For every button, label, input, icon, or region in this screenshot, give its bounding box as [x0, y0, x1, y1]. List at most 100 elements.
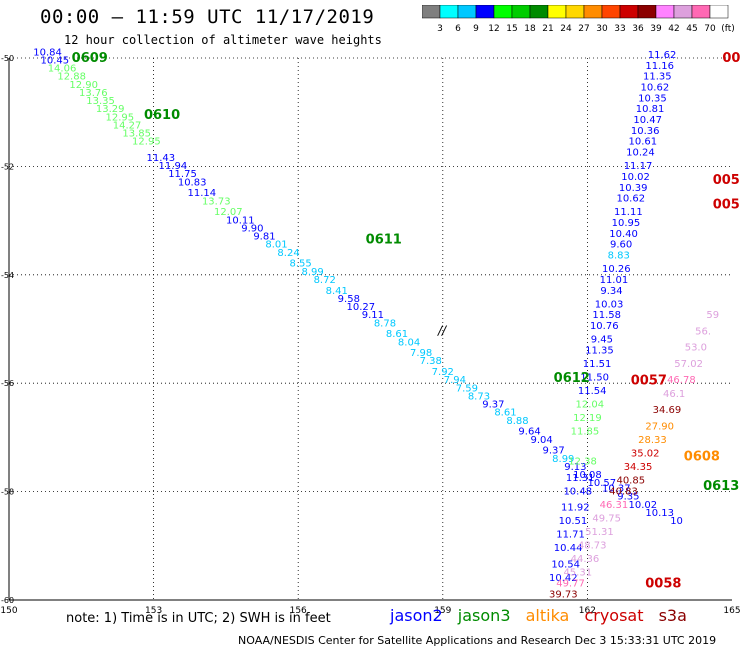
wave-height-value: 10.26	[602, 264, 631, 275]
legend-s3a: s3a	[658, 606, 687, 625]
wave-height-value: 10.02	[629, 500, 658, 511]
x-tick-label: 159	[434, 606, 451, 616]
time-label: 0611	[366, 233, 402, 248]
wave-height-value: 27.90	[645, 421, 674, 432]
wave-height-value: 46.1	[663, 389, 685, 400]
wave-height-value: 10.45	[40, 55, 69, 66]
wave-height-value: 10.84	[33, 47, 62, 58]
wave-height-value: 10.48	[563, 486, 592, 497]
wave-height-value: 10.11	[226, 215, 255, 226]
wave-height-value: 10.83	[178, 177, 207, 188]
wave-height-value: 57.02	[674, 359, 703, 370]
time-label: 0608	[684, 449, 720, 464]
wave-height-value: 39.73	[549, 589, 578, 600]
time-label: 0609	[72, 51, 108, 66]
wave-height-value: 49.77	[556, 578, 585, 589]
colorbar-label: 18	[524, 24, 536, 33]
track-marker: //	[437, 323, 448, 337]
wave-height-value: 11.17	[624, 161, 653, 172]
time-label: 0610	[144, 108, 180, 123]
wave-height-value: 46.78	[667, 375, 696, 386]
legend-jason2: jason2	[390, 606, 443, 625]
wave-height-value: 40.83	[609, 486, 638, 497]
color-scale-legend: 3 6 9 12 15 18 21 24 27 30 33 36 39 42 45 70 (ft)	[422, 5, 735, 33]
wave-height-value: 11.62	[648, 50, 677, 61]
wave-height-value: 9.60	[610, 240, 632, 251]
wave-height-value: 12.95	[106, 112, 135, 123]
wave-height-value: 11.01	[600, 275, 629, 286]
wave-height-value: 9.45	[591, 335, 613, 346]
wave-height-value: 13.73	[202, 196, 231, 207]
colorbar-label: 9	[473, 24, 479, 33]
time-label: 0056	[713, 197, 740, 212]
wave-height-value: 8.99	[302, 267, 324, 278]
wave-height-value: 8.78	[374, 318, 396, 329]
wave-height-value: 53.0	[685, 343, 707, 354]
wave-height-value: 8.83	[608, 251, 630, 262]
wave-height-value: 8.99	[552, 454, 574, 465]
wave-height-value: 10.44	[554, 543, 583, 554]
wave-height-value: 45.31	[563, 568, 592, 579]
wave-height-value: 11.54	[578, 386, 607, 397]
colorbar-label: 42	[668, 24, 679, 33]
footer-note: note: 1) Time is in UTC; 2) SWH is in fe…	[66, 611, 331, 626]
wave-height-value: 9.37	[543, 446, 565, 457]
wave-height-value: 10.47	[633, 115, 662, 126]
wave-height-value: 9.81	[253, 232, 275, 243]
wave-height-value: 13.35	[86, 96, 115, 107]
wave-height-value: 12.38	[568, 457, 597, 468]
legend-altika: altika	[525, 606, 570, 625]
colorbar-label: 3	[437, 24, 443, 33]
wave-height-value: 10.51	[559, 516, 588, 527]
wave-height-value: 7.92	[432, 367, 454, 378]
wave-height-value: 7.98	[410, 348, 432, 359]
wave-height-value: 9.90	[241, 223, 263, 234]
x-tick-label: 156	[290, 606, 307, 616]
time-label: 0058	[645, 577, 681, 592]
wave-height-value: 9.04	[530, 435, 552, 446]
wave-height-value: 9.37	[482, 400, 504, 411]
wave-height-value: 13.76	[79, 88, 108, 99]
time-label: 0613	[703, 479, 739, 494]
x-tick-label: 150	[0, 606, 17, 616]
wave-height-value: 35.02	[631, 448, 660, 459]
colorbar-label: 15	[506, 24, 517, 33]
y-tick-label: -58	[1, 488, 14, 497]
wave-height-value: 59	[706, 310, 719, 321]
colorbar-label: 70	[704, 24, 716, 33]
wave-height-value: 10.37	[602, 484, 631, 495]
colorbar-label: 6	[455, 24, 461, 33]
x-tick-label: 162	[579, 606, 596, 616]
track-cryosat: 59 56. 53.0 57.02 46.78 46.1 34.69 27.90 28.33 35…	[549, 310, 719, 600]
wave-height-value: 9.34	[600, 286, 622, 297]
chart-subtitle: 12 hour collection of altimeter wave hei…	[64, 33, 382, 47]
wave-height-value: 8.88	[506, 416, 528, 427]
footer-credit: NOAA/NESDIS Center for Satellite Applica…	[238, 634, 717, 647]
wave-height-value: 12.07	[214, 207, 243, 218]
wave-height-value: 10	[670, 516, 683, 527]
y-tick-label: -60	[1, 596, 14, 605]
time-label: 0612	[554, 371, 590, 386]
colorbar-label: 45	[686, 24, 697, 33]
wave-height-value: 34.69	[653, 405, 682, 416]
wave-height-value: 10.24	[626, 148, 655, 159]
wave-height-value: 10.62	[641, 83, 670, 94]
colorbar-label: 27	[578, 24, 589, 33]
wave-height-value: 10.13	[645, 508, 674, 519]
x-tick-label: 153	[145, 606, 162, 616]
wave-height-value: 12.95	[132, 137, 161, 148]
wave-height-value: 10.95	[612, 218, 641, 229]
satellite-legend: jason2 jason3 altika cryosat s3a	[390, 606, 697, 625]
wave-height-value: 10.03	[595, 299, 624, 310]
colorbar-label: 12	[488, 24, 499, 33]
wave-height-value: 8.61	[494, 408, 516, 419]
wave-height-value: 8.01	[265, 240, 287, 251]
wave-height-value: 12.04	[575, 400, 604, 411]
wave-height-value: 40.85	[616, 475, 645, 486]
wave-height-value: 8.24	[277, 248, 299, 259]
wave-height-value: 9.11	[362, 310, 384, 321]
wave-height-value: 11.92	[561, 503, 590, 514]
wave-height-value: 49.75	[592, 513, 621, 524]
time-label: 0057	[631, 373, 667, 388]
